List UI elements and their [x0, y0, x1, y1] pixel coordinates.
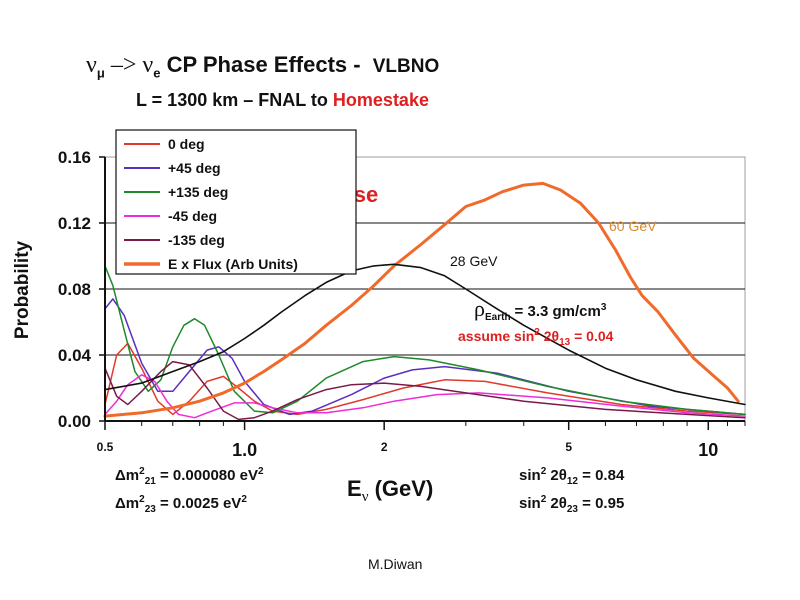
rho-value: = 3.3 gm/cm: [515, 303, 601, 320]
theta13-assumption: assume sin2 2θ13 = 0.04: [458, 327, 614, 348]
series-line-135-deg: [104, 265, 746, 416]
title-arrow: –>: [104, 52, 143, 78]
s12-sub: 12: [566, 476, 578, 487]
assume-suffix: = 0.04: [570, 328, 613, 344]
s12-value: = 0.84: [578, 467, 625, 484]
peak-label-flux: 60 GeV: [609, 218, 657, 234]
series-line-0-deg: [104, 342, 746, 416]
peak-label-black: 28 GeV: [450, 253, 498, 269]
subtitle-baseline: L = 1300 km – FNAL to: [136, 90, 333, 110]
assume-sub: 13: [559, 337, 571, 348]
sin2-theta23-label: sin2 2θ23 = 0.95: [519, 494, 624, 515]
title-e-sub: e: [153, 65, 161, 81]
series-line-black: [104, 263, 746, 406]
dm21-unit-sup: 2: [258, 466, 264, 477]
x-tick-label: 1.0: [232, 440, 257, 460]
subtitle-far-site: Homestake: [332, 90, 429, 110]
rho-exp: 3: [601, 302, 607, 313]
s23-mid: 2θ: [546, 495, 567, 512]
title-nu-mu: ν: [86, 52, 97, 78]
curves: [103, 181, 746, 421]
y-tick-label: 0.04: [58, 346, 92, 365]
dm23-sub: 23: [144, 504, 156, 515]
assume-mid: 2θ: [540, 328, 559, 344]
dm21-prefix: Δm: [115, 467, 140, 484]
rho-sub: Earth: [485, 312, 511, 323]
legend-label: -45 deg: [168, 208, 217, 224]
dm21-sup: 2: [139, 466, 145, 477]
title-text: CP Phase Effects -: [166, 52, 361, 77]
x-tick-label: 10: [698, 440, 718, 460]
legend-label: 0 deg: [168, 136, 205, 152]
s23-sub: 23: [566, 504, 578, 515]
title-project: VLBNO: [372, 56, 440, 77]
dm21-value: = 0.000080 eV: [155, 467, 258, 484]
dm23-prefix: Δm: [115, 495, 140, 512]
y-axis-label: Probability: [12, 240, 33, 339]
series-line-e-x-flux-arb-units: [103, 181, 740, 418]
dm23-label: Δm223 = 0.0025 eV2: [115, 494, 247, 515]
s12-mid: 2θ: [546, 467, 567, 484]
assume-prefix: assume sin: [458, 328, 534, 344]
assume-exp: 2: [534, 327, 540, 338]
dm23-value: = 0.0025 eV: [155, 495, 242, 512]
axes: [99, 156, 746, 430]
dm23-unit-sup: 2: [241, 494, 247, 505]
dm21-label: Δm221 = 0.000080 eV2: [115, 466, 264, 487]
s12-prefix: sin: [519, 467, 541, 484]
x-tick-label: 5: [565, 440, 572, 454]
chart-title: νμ –> νe CP Phase Effects - VLBNO: [86, 52, 439, 80]
y-tick-label: 0.08: [58, 280, 91, 299]
x-axis-unit: (GeV): [368, 476, 433, 501]
sin2-theta12-label: sin2 2θ12 = 0.84: [519, 466, 624, 487]
x-tick-label: 0.5: [97, 440, 114, 454]
series-line-135-deg: [104, 360, 746, 421]
earth-density-label: ρEarth = 3.3 gm/cm3: [474, 296, 607, 323]
s23-sup: 2: [540, 494, 547, 505]
legend-label: +45 deg: [168, 160, 221, 176]
dm23-sup: 2: [139, 494, 145, 505]
dm21-sub: 21: [144, 476, 156, 487]
title-mu-sub: μ: [96, 65, 105, 81]
series-line-45-deg: [104, 298, 746, 416]
rho-symbol: ρ: [474, 296, 485, 321]
x-axis-nu-sub: ν: [362, 489, 369, 505]
y-tick-label: 0.12: [58, 214, 91, 233]
s23-value: = 0.95: [578, 495, 625, 512]
x-tick-label: 2: [381, 440, 388, 454]
title-nu-e: ν: [142, 52, 154, 78]
legend-label: -135 deg: [168, 232, 225, 248]
x-axis-label: Eν (GeV): [347, 476, 433, 505]
legend-label: E x Flux (Arb Units): [168, 256, 298, 272]
y-tick-label: 0.16: [58, 148, 91, 167]
s12-sup: 2: [540, 466, 547, 477]
legend: 0 deg +45 deg +135 deg -45 deg -135 deg E x F…: [115, 129, 357, 275]
tick-labels: 0.00 0.04 0.08 0.12 0.16 0.5 1.0 2 5 10: [58, 148, 718, 460]
y-tick-label: 0.00: [58, 412, 91, 431]
author-credit: M.Diwan: [368, 556, 423, 572]
s23-prefix: sin: [519, 495, 541, 512]
legend-box: [115, 129, 357, 275]
series-line-45-deg: [104, 374, 746, 419]
legend-label: +135 deg: [168, 184, 228, 200]
chart-subtitle: L = 1300 km – FNAL to Homestake: [136, 90, 429, 111]
